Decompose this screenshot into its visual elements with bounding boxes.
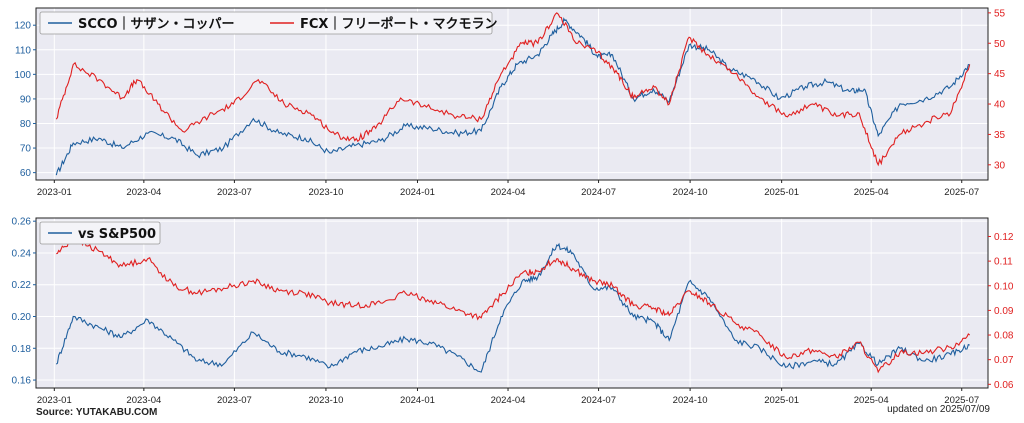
right-axis-tick-label: 0.06 [994, 380, 1014, 391]
x-axis-tick-label: 2024-10 [673, 395, 708, 406]
series-line-right [55, 12, 971, 167]
right-axis-tick-label: 45 [994, 69, 1006, 80]
left-axis-tick-label: 0.18 [12, 344, 32, 355]
source-label: Source: YUTAKABU.COM [36, 407, 158, 418]
legend-entry-label: SCCO｜サザン・コッパー [78, 16, 235, 32]
right-axis-tick-label: 0.09 [994, 306, 1014, 317]
right-axis-tick-label: 35 [994, 130, 1006, 141]
left-axis-tick-label: 0.24 [12, 248, 32, 259]
right-axis-tick-label: 40 [994, 100, 1006, 111]
x-axis-tick-label: 2025-01 [764, 395, 799, 406]
x-axis-tick-label: 2024-10 [673, 187, 708, 198]
right-axis-tick-label: 0.11 [994, 257, 1013, 268]
x-axis-tick-label: 2023-07 [217, 187, 252, 198]
x-axis-tick-label: 2024-01 [400, 395, 435, 406]
left-axis-tick-label: 120 [14, 21, 31, 32]
legend: SCCO｜サザン・コッパー FCX｜フリーポート・マクモラン [39, 11, 497, 35]
right-axis-tick-label: 0.07 [994, 355, 1014, 366]
right-axis-tick-label: 0.12 [994, 232, 1014, 243]
x-axis-tick-label: 2023-01 [37, 187, 72, 198]
x-axis-tick-label: 2023-04 [126, 395, 161, 406]
right-axis-tick-label: 0.10 [994, 281, 1014, 292]
x-axis-tick-label: 2023-10 [309, 187, 344, 198]
left-axis-tick-label: 70 [20, 144, 32, 155]
left-axis-tick-label: 0.16 [12, 376, 32, 387]
left-axis-tick-label: 0.22 [12, 280, 32, 291]
legend-box [39, 11, 493, 35]
chart-panel-2: 0.16 0.18 0.20 0.22 0.24 0.26 0.06 0.07 0.08 0.09… [12, 217, 1014, 406]
x-axis-tick-label: 2024-01 [400, 187, 435, 198]
series-line-left [55, 242, 970, 373]
right-axis-tick-label: 55 [994, 8, 1006, 19]
right-axis-tick-label: 50 [994, 39, 1006, 50]
series-line-left [55, 17, 970, 176]
left-axis-tick-label: 60 [20, 168, 32, 179]
left-axis-tick-label: 80 [20, 119, 32, 130]
x-axis-tick-label: 2025-04 [854, 187, 889, 198]
series-line-right [56, 237, 971, 374]
left-axis-tick-label: 110 [15, 45, 31, 56]
legend-entry-label: FCX｜フリーポート・マクモラン [300, 16, 497, 32]
left-axis-tick-label: 0.26 [12, 217, 32, 228]
left-axis-tick-label: 0.20 [12, 312, 32, 323]
x-axis-tick-label: 2025-04 [854, 395, 889, 406]
plot-frame [35, 217, 989, 389]
x-axis-tick-label: 2024-04 [491, 187, 526, 198]
x-axis-tick-label: 2023-07 [217, 395, 252, 406]
x-axis-tick-label: 2025-01 [764, 187, 799, 198]
x-axis-tick-label: 2025-07 [944, 395, 979, 406]
left-axis-tick-label: 90 [20, 94, 32, 105]
x-axis-tick-label: 2025-07 [944, 187, 979, 198]
x-axis-tick-label: 2024-07 [581, 395, 616, 406]
legend: vs S&P500 [39, 221, 161, 245]
right-axis-tick-label: 0.08 [994, 331, 1014, 342]
legend-entry-label: vs S&P500 [78, 227, 156, 242]
plot-area [36, 8, 988, 180]
x-axis-tick-label: 2023-01 [37, 395, 72, 406]
legend-box [39, 221, 161, 245]
left-axis-tick-label: 100 [14, 70, 31, 81]
updated-label: updated on 2025/07/09 [887, 404, 990, 415]
plot-area [36, 218, 988, 388]
x-axis-tick-label: 2023-04 [126, 187, 161, 198]
x-axis-tick-label: 2024-07 [581, 187, 616, 198]
x-axis-tick-label: 2023-10 [309, 395, 344, 406]
chart-panel-1: 60 70 80 90 100 110 120 30 35 40 45 50 55 2023-01 2023… [14, 7, 1006, 198]
x-axis-tick-label: 2024-04 [491, 395, 526, 406]
right-axis-tick-label: 30 [994, 160, 1006, 171]
plot-frame [35, 7, 989, 181]
